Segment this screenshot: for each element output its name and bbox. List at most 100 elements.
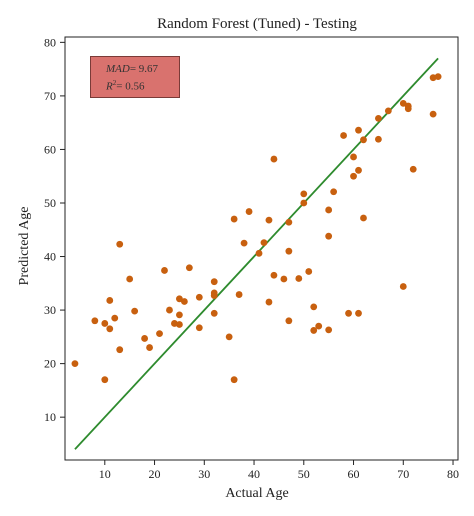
- data-point: [399, 99, 407, 107]
- data-point: [280, 275, 288, 283]
- data-point: [146, 344, 153, 351]
- data-point: [166, 306, 173, 314]
- data-point: [355, 309, 362, 317]
- data-point: [245, 208, 253, 215]
- mad-label: MAD: [106, 63, 130, 75]
- data-point: [126, 275, 134, 283]
- data-point: [185, 264, 193, 272]
- data-point: [375, 135, 382, 143]
- data-point: [240, 239, 248, 247]
- data-point: [429, 110, 437, 118]
- data-point: [434, 73, 442, 81]
- y-tick-label: 70: [44, 89, 56, 103]
- data-point: [225, 333, 233, 341]
- data-point: [255, 249, 263, 257]
- r2-superscript: 2: [112, 79, 117, 87]
- data-point: [375, 114, 382, 122]
- data-point: [285, 247, 293, 255]
- data-point: [355, 166, 362, 174]
- data-point: [409, 165, 417, 173]
- x-tick-label: 20: [149, 467, 161, 481]
- data-point: [305, 268, 313, 275]
- chart-title: Random Forest (Tuned) - Testing: [157, 16, 357, 32]
- data-point: [230, 215, 238, 223]
- data-point: [340, 132, 347, 139]
- y-tick-label: 80: [44, 35, 56, 49]
- y-tick-label: 20: [44, 357, 56, 371]
- x-tick-label: 10: [99, 467, 111, 481]
- data-point: [300, 190, 308, 198]
- data-point: [176, 321, 183, 328]
- data-point: [161, 267, 168, 274]
- data-point: [384, 107, 392, 115]
- data-point: [265, 298, 273, 306]
- data-point: [116, 346, 124, 354]
- data-point: [270, 271, 278, 279]
- data-point: [180, 298, 188, 305]
- mad-value: = 9.67: [129, 63, 159, 75]
- data-point: [106, 297, 114, 304]
- data-point: [260, 239, 268, 247]
- data-point: [345, 309, 352, 317]
- data-point: [116, 240, 124, 248]
- data-point: [295, 275, 303, 282]
- data-point: [141, 335, 148, 342]
- data-point: [350, 153, 357, 161]
- x-tick-label: 40: [248, 467, 260, 481]
- data-point: [195, 293, 203, 301]
- y-axis: 10 20 30 40 50 60 70 80: [44, 35, 65, 424]
- data-point: [101, 376, 109, 384]
- data-points: [71, 73, 442, 384]
- x-axis: 10 20 30 40 50 60 70 80: [99, 460, 459, 481]
- data-point: [404, 102, 412, 110]
- data-point: [285, 218, 293, 226]
- data-point: [270, 155, 278, 163]
- data-point: [210, 289, 218, 297]
- data-point: [235, 291, 243, 298]
- y-tick-label: 40: [44, 250, 56, 264]
- data-point: [101, 320, 109, 327]
- data-point: [325, 326, 333, 334]
- mad-stat: MAD= 9.67: [106, 62, 179, 76]
- data-point: [91, 317, 99, 325]
- data-point: [330, 188, 338, 196]
- data-point: [360, 136, 367, 144]
- data-point: [310, 327, 318, 334]
- data-point: [310, 303, 318, 311]
- data-point: [176, 311, 183, 319]
- x-tick-label: 60: [348, 467, 360, 481]
- data-point: [300, 199, 308, 207]
- data-point: [315, 322, 323, 330]
- data-point: [360, 214, 367, 222]
- data-point: [355, 126, 362, 134]
- data-point: [131, 307, 139, 315]
- data-point: [285, 317, 293, 325]
- plot-area-frame: [64, 36, 459, 461]
- x-axis-label: Actual Age: [225, 486, 288, 501]
- data-point: [71, 360, 79, 368]
- x-tick-label: 70: [397, 467, 409, 481]
- data-point: [195, 324, 203, 332]
- y-axis-label: Predicted Age: [17, 207, 32, 286]
- r2-label: R: [106, 80, 113, 93]
- data-point: [106, 325, 114, 333]
- data-point: [399, 283, 407, 290]
- data-point: [111, 314, 119, 322]
- y-tick-label: 60: [44, 142, 56, 156]
- data-point: [230, 376, 238, 384]
- y-tick-label: 30: [44, 303, 56, 317]
- data-point: [176, 295, 183, 303]
- x-tick-label: 50: [298, 467, 310, 481]
- x-tick-label: 30: [198, 467, 210, 481]
- r2-stat: R2= 0.56: [106, 76, 179, 94]
- y-tick-label: 50: [44, 196, 56, 210]
- data-point: [156, 330, 163, 338]
- data-point: [350, 172, 357, 180]
- data-point: [265, 216, 273, 224]
- data-point: [210, 309, 218, 317]
- r2-value: = 0.56: [116, 80, 145, 93]
- data-point: [210, 278, 218, 286]
- data-point: [325, 232, 333, 240]
- data-point: [325, 206, 333, 214]
